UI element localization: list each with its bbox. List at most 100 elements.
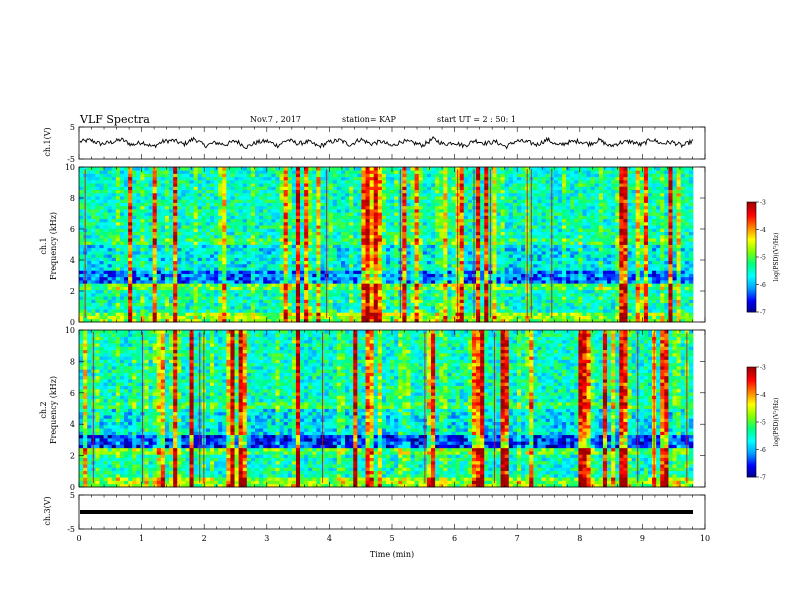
- spectrogram-cell: [304, 296, 309, 300]
- spectrogram-cell: [353, 225, 358, 229]
- spectrogram-cell: [316, 273, 321, 278]
- spectrogram-cell: [369, 179, 375, 184]
- spectrogram-cell: [365, 244, 371, 249]
- spectrogram-cell: [336, 212, 342, 216]
- spectrogram-cell: [95, 196, 100, 200]
- spectrogram-cell: [148, 270, 154, 274]
- spectrogram-cell: [136, 276, 141, 281]
- spectrogram-cell: [386, 318, 391, 323]
- spectrogram-cell: [390, 215, 395, 220]
- spectrogram-cell: [242, 221, 248, 226]
- spectrogram-cell: [115, 263, 121, 268]
- spectrogram-cell: [79, 192, 84, 197]
- spectrogram-cell: [480, 215, 485, 220]
- spectrogram-cell: [214, 283, 219, 287]
- spectrogram-cell: [463, 250, 469, 255]
- spectrogram-cell: [242, 273, 248, 278]
- spectrogram-cell: [406, 208, 411, 213]
- spectrogram-cell: [431, 192, 436, 197]
- spectrogram-cell: [230, 250, 235, 255]
- chart-title: VLF Spectra: [79, 113, 150, 126]
- spectrogram-cell: [451, 173, 456, 178]
- spectrogram-cell: [402, 254, 407, 258]
- spectrogram-cell: [369, 215, 375, 220]
- spectrogram-cell: [185, 254, 190, 258]
- spectrogram-cell: [390, 173, 395, 178]
- spectrogram-cell: [361, 263, 366, 268]
- spectrogram-cell: [418, 218, 424, 223]
- spectrogram-cell: [443, 318, 448, 323]
- spectrogram-cell: [95, 173, 100, 178]
- spectrogram-cell: [271, 276, 276, 281]
- spectrogram-cell: [99, 189, 104, 194]
- spectrogram-cell: [492, 270, 497, 274]
- spectrogram-cell: [287, 292, 293, 297]
- spectrogram-cell: [439, 286, 444, 291]
- spectrogram-cell: [291, 260, 297, 265]
- spectrogram-cell: [209, 244, 215, 249]
- spectrogram-cell: [103, 173, 109, 178]
- spectrogram-cell: [119, 263, 125, 268]
- spectrogram-cell: [369, 183, 375, 187]
- spectrogram-cell: [160, 280, 166, 284]
- spectrogram-cell: [443, 263, 448, 268]
- spectrogram-cell: [119, 241, 125, 245]
- spectrogram-cell: [242, 241, 248, 245]
- spectrogram-cell: [316, 186, 321, 191]
- spectrogram-cell: [279, 228, 285, 232]
- spectrogram-cell: [369, 289, 375, 294]
- spectrogram-cell: [418, 234, 424, 239]
- spectrogram-cell: [435, 267, 440, 271]
- spectrogram-cell: [189, 315, 195, 320]
- spectrogram-cell: [255, 260, 260, 265]
- spectrogram-cell: [394, 273, 399, 278]
- spectrogram-cell: [345, 241, 350, 245]
- spectrogram-cell: [259, 221, 264, 226]
- spectrogram-cell: [164, 218, 170, 223]
- spectrogram-cell: [467, 231, 473, 236]
- spectrogram-cell: [193, 267, 199, 271]
- spectrogram-cell: [87, 189, 92, 194]
- spectrogram-cell: [218, 302, 223, 307]
- spectrogram-cell: [459, 312, 465, 316]
- spectrogram-cell: [222, 208, 227, 213]
- spectrogram-cell: [271, 296, 276, 300]
- spectrogram-cell: [169, 305, 174, 310]
- spectrogram-cell: [218, 212, 223, 216]
- spectrogram-cell: [467, 250, 473, 255]
- spectrogram-cell: [259, 299, 264, 304]
- spectrogram-cell: [349, 289, 354, 294]
- spectrogram-cell: [373, 208, 379, 213]
- spectrogram-cell: [443, 173, 448, 178]
- spectrogram-cell: [238, 196, 244, 200]
- spectrogram-cell: [218, 260, 223, 265]
- spectrogram-cell: [140, 205, 145, 210]
- spectrogram-cell: [91, 215, 96, 220]
- spectrogram-cell: [259, 260, 264, 265]
- spectrogram-cell: [197, 260, 203, 265]
- spectrogram-cell: [156, 296, 162, 300]
- spectrogram-cell: [414, 228, 420, 232]
- spectrogram-cell: [222, 189, 227, 194]
- spectrogram-cell: [246, 247, 252, 252]
- spectrogram-cell: [443, 270, 448, 274]
- spectrogram-cell: [283, 273, 289, 278]
- spectrogram-cell: [205, 312, 211, 316]
- spectrogram-cell: [275, 260, 280, 265]
- spectrogram-cell: [185, 247, 190, 252]
- spectrogram-cell: [353, 267, 358, 271]
- spectrogram-cell: [209, 196, 215, 200]
- spectrogram-cell: [312, 289, 317, 294]
- spectrogram-cell: [328, 186, 334, 191]
- spectrogram-cell: [152, 176, 158, 181]
- spectrogram-cell: [205, 309, 211, 313]
- spectrogram-cell: [431, 286, 436, 291]
- spectrogram-cell: [390, 257, 395, 262]
- spectrogram-cell: [214, 186, 219, 191]
- spectrogram-cell: [365, 215, 371, 220]
- spectrogram-cell: [144, 208, 149, 213]
- spectrogram-cell: [148, 238, 154, 242]
- spectrogram-cell: [177, 267, 182, 271]
- spectrogram-cell: [480, 218, 485, 223]
- spectrogram-cell: [103, 299, 109, 304]
